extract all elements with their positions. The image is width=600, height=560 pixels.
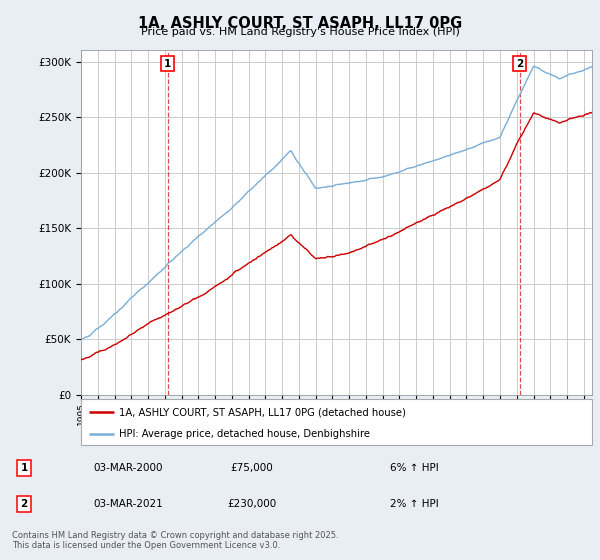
Text: 03-MAR-2000: 03-MAR-2000 (93, 463, 163, 473)
Text: 2: 2 (516, 59, 523, 69)
Text: Contains HM Land Registry data © Crown copyright and database right 2025.
This d: Contains HM Land Registry data © Crown c… (12, 530, 338, 550)
Text: £75,000: £75,000 (230, 463, 274, 473)
Text: 1: 1 (164, 59, 171, 69)
Text: HPI: Average price, detached house, Denbighshire: HPI: Average price, detached house, Denb… (119, 429, 370, 438)
Text: 1: 1 (20, 463, 28, 473)
Text: £230,000: £230,000 (227, 500, 277, 509)
Text: 1A, ASHLY COURT, ST ASAPH, LL17 0PG: 1A, ASHLY COURT, ST ASAPH, LL17 0PG (138, 16, 462, 31)
FancyBboxPatch shape (81, 399, 592, 445)
Text: 2% ↑ HPI: 2% ↑ HPI (390, 500, 439, 509)
Text: 6% ↑ HPI: 6% ↑ HPI (390, 463, 439, 473)
Text: Price paid vs. HM Land Registry's House Price Index (HPI): Price paid vs. HM Land Registry's House … (140, 27, 460, 37)
Text: 1A, ASHLY COURT, ST ASAPH, LL17 0PG (detached house): 1A, ASHLY COURT, ST ASAPH, LL17 0PG (det… (119, 407, 406, 417)
Text: 03-MAR-2021: 03-MAR-2021 (93, 500, 163, 509)
Text: 2: 2 (20, 500, 28, 509)
